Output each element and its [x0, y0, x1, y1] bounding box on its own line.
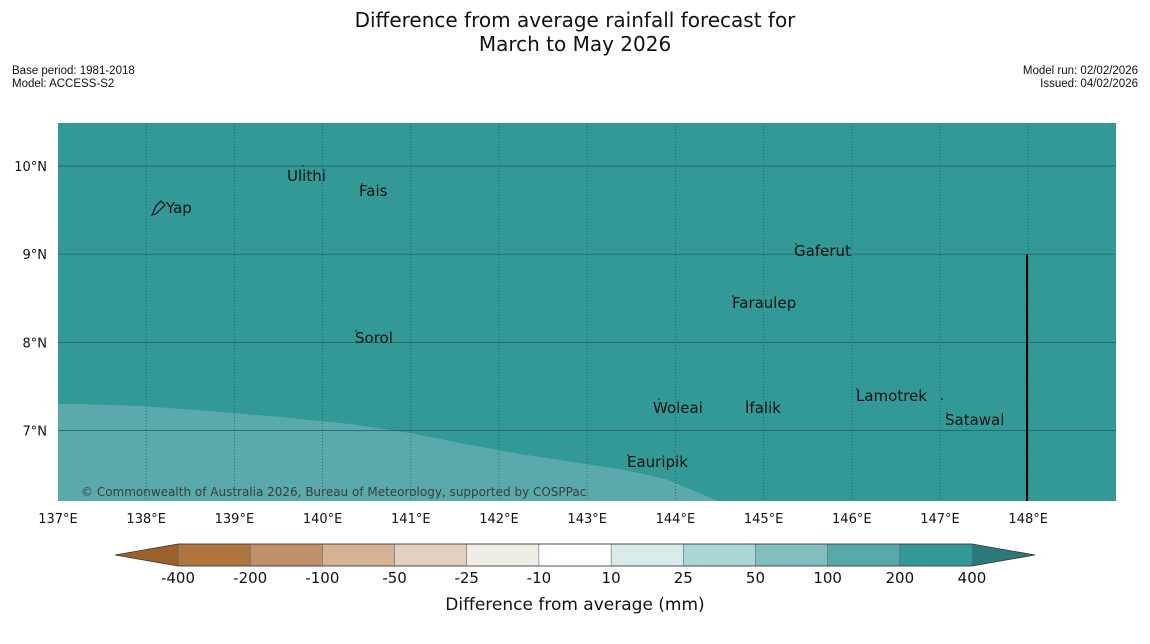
title-line-2: March to May 2026 [478, 32, 672, 56]
place-satawal: Satawal [945, 411, 1004, 429]
place-marker [355, 330, 357, 332]
colorbar-tick: -100 [305, 569, 339, 587]
place-sorol: Sorol [355, 329, 393, 347]
longitude-label: 147°E [920, 512, 960, 527]
map-gridlines [58, 123, 1116, 501]
issued-date: Issued: 04/02/2026 [1040, 78, 1138, 90]
place-woleai: Woleai [653, 398, 703, 417]
place-name: Eauripik [627, 453, 688, 471]
map-title: Difference from average rainfall forecas… [0, 8, 1150, 56]
colorbar-cells [177, 543, 973, 567]
colorbar-cell [466, 543, 540, 567]
place-name: Ulithi [287, 167, 326, 185]
colorbar-cell [249, 543, 323, 567]
place-eauripik: Eauripik [627, 453, 688, 471]
colorbar-tick: 25 [674, 569, 693, 587]
longitude-label: 139°E [215, 512, 255, 527]
colorbar-tick: -200 [233, 569, 267, 587]
longitude-label: 138°E [126, 512, 166, 527]
latitude-label: 7°N [23, 425, 48, 440]
colorbar-cell [755, 543, 829, 567]
place-fais: Fais [359, 182, 388, 200]
longitude-axis: 137°E 138°E 139°E 140°E 141°E 142°E 143°E 144°E… [38, 512, 1048, 527]
place-marker [732, 295, 734, 297]
place-name: Gaferut [794, 242, 851, 260]
place-ulithi: Ulithi [287, 165, 326, 185]
colorbar-over-arrow [972, 544, 1035, 566]
place-marker [746, 400, 748, 402]
map-area[interactable]: Yap Ulithi Fais Gaferut Faraulep Sorol Lamotre… [58, 123, 1116, 501]
colorbar-cell [538, 543, 612, 567]
latitude-label: 8°N [23, 336, 48, 351]
longitude-label: 141°E [391, 512, 431, 527]
copyright-credit: © Commonwealth of Australia 2026, Bureau… [81, 485, 586, 499]
colorbar-tick: -400 [161, 569, 195, 587]
place-ifalik: Ifalik [745, 399, 781, 417]
place-marker [658, 398, 660, 400]
place-name: Woleai [653, 399, 703, 417]
place-marker [302, 165, 304, 167]
place-marker [361, 183, 363, 185]
colorbar-tick: -25 [454, 569, 479, 587]
colorbar-tick: 10 [602, 569, 621, 587]
colorbar-cell [177, 543, 251, 567]
place-lamotrek: Lamotrek [856, 387, 927, 405]
longitude-label: 146°E [832, 512, 872, 527]
place-marker [627, 454, 629, 456]
latitude-label: 10°N [14, 160, 47, 175]
colorbar-title: Difference from average (mm) [445, 595, 704, 615]
place-name: Ifalik [745, 399, 781, 417]
colorbar-tick: 100 [813, 569, 842, 587]
yap-island-outline [150, 200, 166, 216]
base-period: Base period: 1981-2018 [12, 65, 135, 77]
place-name: Fais [359, 182, 388, 200]
longitude-label: 144°E [656, 512, 696, 527]
model-name: Model: ACCESS-S2 [12, 78, 115, 90]
colorbar: -400 -200 -100 -50 -25 -10 10 25 50 100 200 400 Dif… [114, 543, 1036, 615]
title-line-1: Difference from average rainfall forecas… [354, 8, 796, 32]
colorbar-tick-labels: -400 -200 -100 -50 -25 -10 10 25 50 100 200 400 [161, 569, 986, 587]
place-gaferut: Gaferut [794, 242, 851, 260]
colorbar-cell [827, 543, 901, 567]
place-marker [946, 412, 948, 414]
place-labels: Yap Ulithi Fais Gaferut Faraulep Sorol Lamotre… [159, 165, 1004, 471]
colorbar-cell [899, 543, 973, 567]
longitude-label: 145°E [744, 512, 784, 527]
place-name: Satawal [945, 411, 1004, 429]
colorbar-cell [610, 543, 684, 567]
colorbar-tick: 400 [958, 569, 987, 587]
longitude-label: 143°E [567, 512, 607, 527]
place-name: Sorol [355, 329, 393, 347]
latitude-label: 9°N [23, 248, 48, 263]
colorbar-cell [683, 543, 757, 567]
map-region-medium-category [58, 404, 718, 501]
place-marker [795, 243, 797, 245]
place-name: Yap [165, 199, 192, 217]
place-marker [159, 201, 161, 203]
longitude-label: 142°E [479, 512, 519, 527]
metadata-left: Base period: 1981-2018 Model: ACCESS-S2 [12, 65, 135, 91]
place-faraulep: Faraulep [732, 294, 796, 312]
metadata-right: Model run: 02/02/2026 Issued: 04/02/2026 [1023, 65, 1138, 91]
place-yap: Yap [159, 199, 192, 217]
colorbar-tick: -50 [382, 569, 407, 587]
place-marker [856, 388, 858, 390]
colorbar-tick: -10 [527, 569, 552, 587]
colorbar-tick: 50 [746, 569, 765, 587]
small-islet-marker [941, 398, 943, 400]
colorbar-outline [114, 543, 1036, 567]
model-run: Model run: 02/02/2026 [1022, 65, 1138, 77]
place-name: Lamotrek [856, 387, 927, 405]
colorbar-tick: 200 [885, 569, 914, 587]
latitude-axis: 10°N 9°N 8°N 7°N [14, 160, 47, 440]
colorbar-cell [394, 543, 468, 567]
place-name: Faraulep [732, 294, 796, 312]
longitude-label: 137°E [38, 512, 78, 527]
longitude-label: 140°E [303, 512, 343, 527]
colorbar-cell [322, 543, 396, 567]
colorbar-under-arrow [115, 544, 178, 566]
longitude-label: 148°E [1008, 512, 1048, 527]
